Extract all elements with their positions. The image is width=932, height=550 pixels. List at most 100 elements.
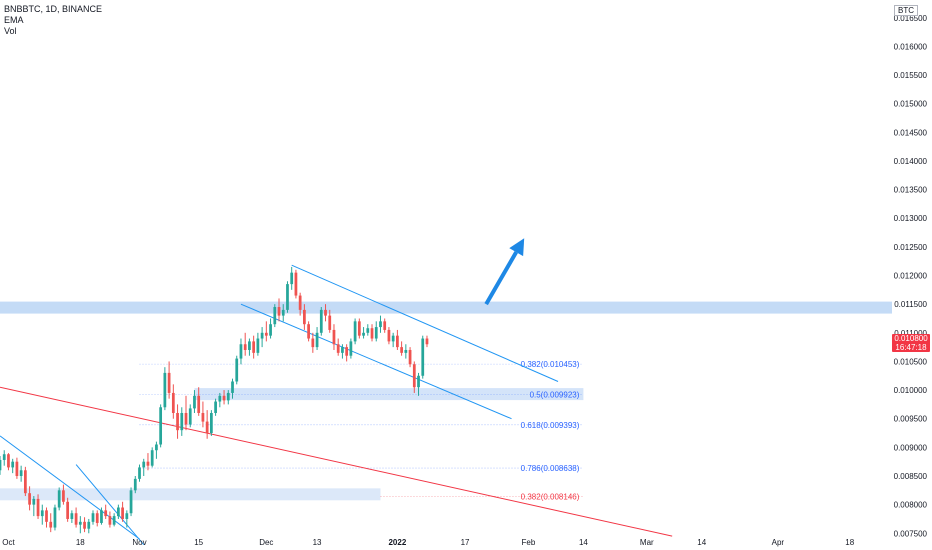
x-tick-label: 18 xyxy=(845,538,854,547)
candle-body xyxy=(286,284,289,310)
x-tick-label: 14 xyxy=(579,538,588,547)
candle-body xyxy=(150,450,154,466)
target-arrow xyxy=(484,238,525,306)
candle-body xyxy=(87,521,91,529)
candle-body xyxy=(425,338,429,345)
candle-body xyxy=(400,347,403,353)
arrow-shaft xyxy=(484,251,518,306)
indicator-vol[interactable]: Vol xyxy=(4,26,17,36)
candle-body xyxy=(36,498,40,517)
candle-body xyxy=(366,328,370,333)
x-tick-label: Feb xyxy=(522,538,536,547)
candle-body xyxy=(226,392,230,401)
candle-body xyxy=(396,335,399,348)
candle-body xyxy=(180,412,184,431)
candle-body xyxy=(91,513,95,522)
x-tick-label: 17 xyxy=(461,538,470,547)
candle-body xyxy=(231,381,234,393)
x-tick-label: 18 xyxy=(76,538,85,547)
candle-body xyxy=(214,401,217,413)
last-price-value: 0.010800 xyxy=(894,334,928,343)
y-tick-label: 0.014000 xyxy=(894,157,928,166)
indicator-ema[interactable]: EMA xyxy=(4,15,24,25)
candle-body xyxy=(15,461,19,477)
candle-body xyxy=(290,272,294,285)
candle-body xyxy=(235,358,239,382)
candle-body xyxy=(281,309,285,316)
trend-line xyxy=(75,464,145,546)
x-tick-label: Dec xyxy=(259,538,273,547)
candle-body xyxy=(256,338,260,353)
candle-body xyxy=(193,395,196,409)
currency-label[interactable]: BTC xyxy=(894,5,918,16)
trend-line xyxy=(0,435,140,540)
arrow-head xyxy=(509,238,525,257)
candle-body xyxy=(49,521,53,528)
last-price-badge: 0.010800 16:47:18 xyxy=(892,334,930,352)
y-tick-label: 0.009000 xyxy=(894,443,928,452)
time-axis: Oct 18 Nov 15 Dec 13 2022 17 Feb 14 Mar 14 Apr 18 xyxy=(2,538,854,547)
price-zone xyxy=(0,301,892,314)
candle-body xyxy=(138,467,141,479)
candle-body xyxy=(205,421,209,434)
x-tick-label: Apr xyxy=(772,538,785,547)
candle-body xyxy=(53,507,57,528)
candle-body xyxy=(383,321,387,330)
candle-body xyxy=(210,412,213,434)
y-tick-label: 0.011500 xyxy=(894,300,927,309)
y-tick-label: 0.008000 xyxy=(894,501,928,510)
trend-line xyxy=(0,386,673,537)
candle-body xyxy=(421,338,425,376)
y-tick-label: 0.008500 xyxy=(894,472,928,481)
y-tick-label: 0.007500 xyxy=(894,529,928,538)
y-tick-label: 0.013000 xyxy=(894,214,928,223)
fib-level-label: 0.618(0.009393) xyxy=(521,421,580,430)
candle-body xyxy=(83,521,86,529)
candle-body xyxy=(332,329,336,345)
y-tick-label: 0.015500 xyxy=(894,71,928,80)
horizontal-zones xyxy=(0,301,892,501)
fib-level-label: 0.382(0.008146) xyxy=(521,492,580,501)
candle-body xyxy=(408,349,412,365)
x-tick-label: 2022 xyxy=(388,538,406,547)
candle-body xyxy=(315,332,319,348)
candle-body xyxy=(167,372,171,393)
symbol-title[interactable]: BNBBTC, 1D, BINANCE xyxy=(4,4,103,14)
candle-body xyxy=(336,344,340,353)
candle-body xyxy=(379,321,382,328)
candle-body xyxy=(222,395,226,401)
x-tick-label: Mar xyxy=(640,538,654,547)
candle-body xyxy=(70,513,74,519)
candle-body xyxy=(349,341,353,356)
y-tick-label: 0.015000 xyxy=(894,100,928,109)
candle-body xyxy=(277,307,281,316)
candle-body xyxy=(417,375,420,388)
x-tick-label: 13 xyxy=(313,538,322,547)
candle-body xyxy=(7,454,10,468)
candle-body xyxy=(341,347,344,353)
candle-body xyxy=(146,461,150,466)
candle-body xyxy=(66,501,70,519)
candle-body xyxy=(264,332,268,336)
price-axis: 0.016500 0.016000 0.015500 0.015000 0.014500… xyxy=(894,14,928,539)
trend-line xyxy=(291,264,559,382)
fib-level-label: 0.5(0.009923) xyxy=(530,390,580,399)
candle-body xyxy=(159,407,163,445)
candle-body xyxy=(100,510,103,523)
candle-body xyxy=(74,513,78,525)
candle-body xyxy=(45,510,48,522)
candle-body xyxy=(142,461,146,468)
candle-body xyxy=(197,395,201,413)
candle-body xyxy=(176,412,179,431)
candle-body xyxy=(201,412,205,422)
x-tick-label: 14 xyxy=(697,538,706,547)
candle-body xyxy=(23,470,27,494)
candle-body xyxy=(391,335,395,342)
candle-body xyxy=(218,395,222,402)
candle-body xyxy=(311,338,315,348)
candle-body xyxy=(28,493,31,505)
y-tick-label: 0.012000 xyxy=(894,272,928,281)
x-tick-label: Nov xyxy=(132,538,146,547)
